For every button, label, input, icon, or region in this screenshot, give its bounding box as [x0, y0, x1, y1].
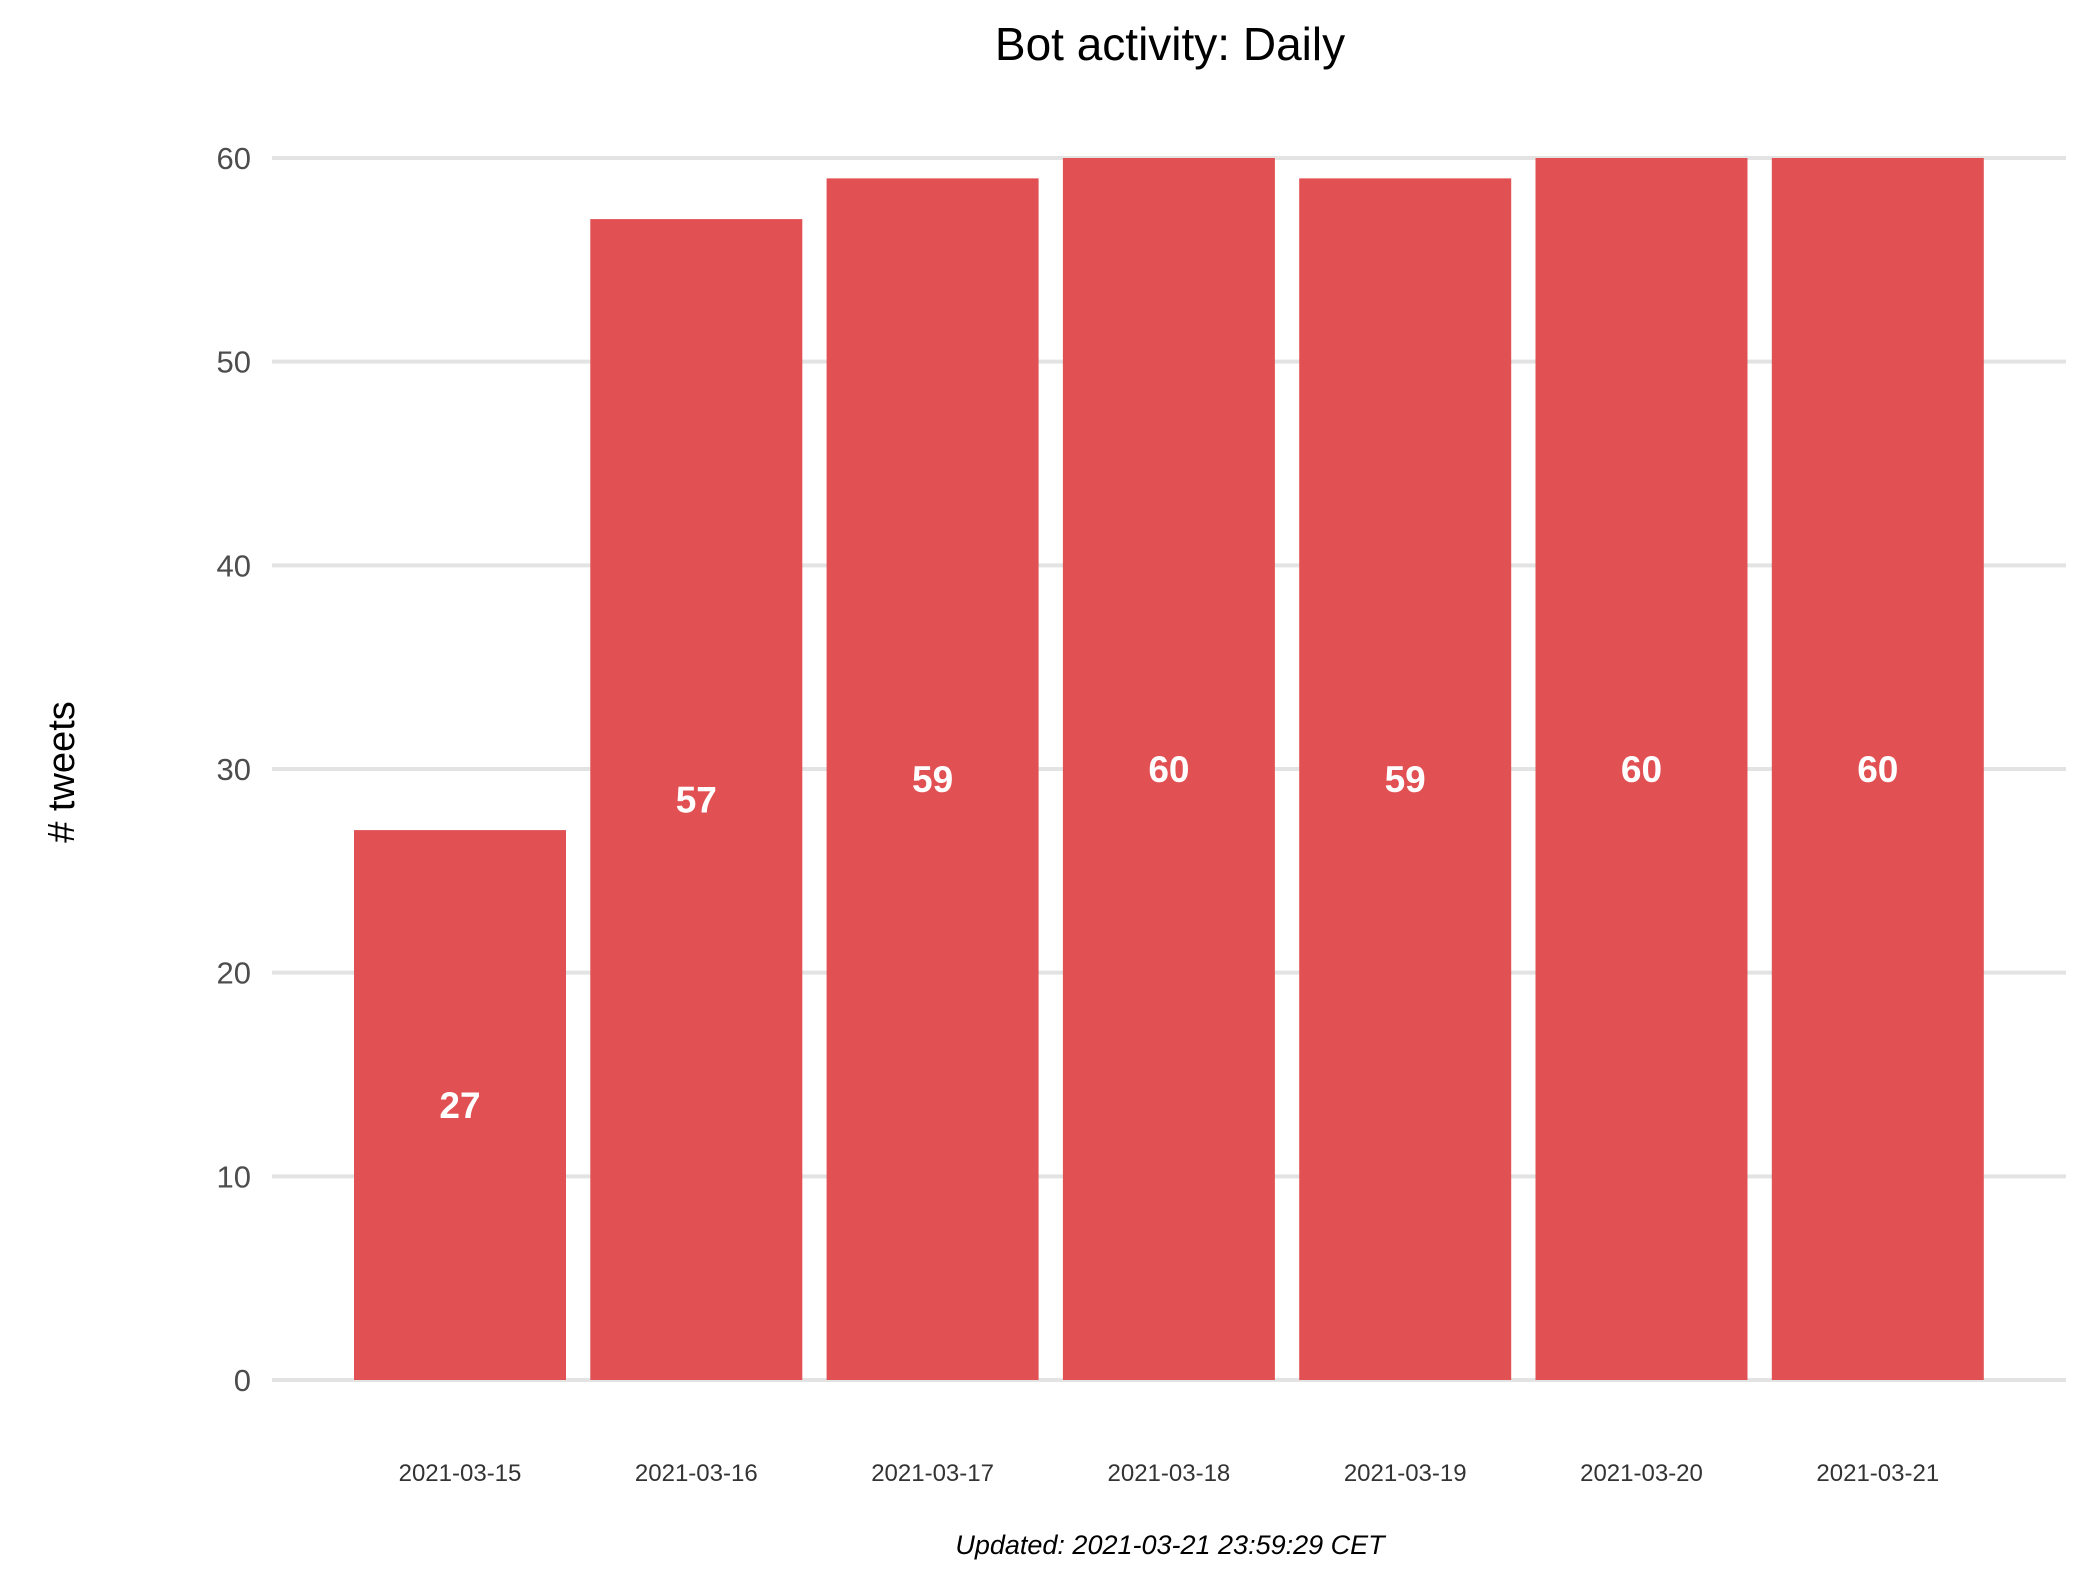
- bar: [1062, 158, 1275, 1380]
- bar: [1299, 178, 1512, 1380]
- x-tick-label: 2021-03-16: [635, 1460, 758, 1487]
- y-tick-label: 50: [217, 345, 251, 380]
- bar-value-label: 59: [1385, 759, 1426, 800]
- y-axis-ticks: 0 10 20 30 40 50 60: [217, 141, 251, 1398]
- data-labels: 27 57 59 60 59 60 60: [439, 749, 1898, 1126]
- bar-value-label: 60: [1621, 749, 1662, 790]
- bar-value-label: 59: [912, 759, 953, 800]
- x-axis-ticks: 2021-03-15 2021-03-16 2021-03-17 2021-03-18…: [399, 1460, 1940, 1487]
- y-tick-label: 30: [217, 752, 251, 787]
- y-tick-label: 20: [217, 956, 251, 991]
- bar-value-label: 57: [676, 780, 717, 821]
- y-tick-label: 0: [234, 1363, 251, 1398]
- bar: [826, 178, 1039, 1380]
- x-tick-label: 2021-03-17: [871, 1460, 994, 1487]
- y-axis-label: # tweets: [41, 701, 83, 843]
- x-tick-label: 2021-03-20: [1580, 1460, 1703, 1487]
- x-tick-label: 2021-03-21: [1816, 1460, 1939, 1487]
- x-tick-label: 2021-03-19: [1344, 1460, 1467, 1487]
- y-tick-label: 60: [217, 141, 251, 176]
- bar: [590, 219, 803, 1381]
- bar-value-label: 60: [1148, 749, 1189, 790]
- bars: [354, 158, 1984, 1381]
- bar: [1771, 158, 1984, 1380]
- x-tick-label: 2021-03-15: [399, 1460, 522, 1487]
- chart-caption: Updated: 2021-03-21 23:59:29 CET: [955, 1530, 1387, 1560]
- bar: [354, 830, 566, 1380]
- bar-value-label: 27: [439, 1085, 480, 1126]
- chart-title: Bot activity: Daily: [995, 18, 1345, 70]
- bar: [1535, 158, 1748, 1380]
- y-tick-label: 40: [217, 548, 251, 583]
- y-tick-label: 10: [217, 1159, 251, 1194]
- x-tick-label: 2021-03-18: [1108, 1460, 1231, 1487]
- bar-value-label: 60: [1857, 749, 1898, 790]
